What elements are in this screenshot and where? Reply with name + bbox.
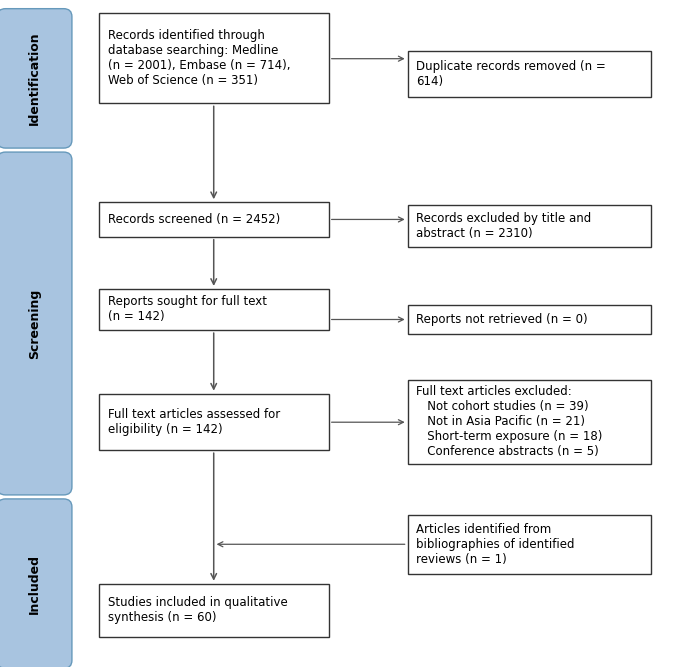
FancyBboxPatch shape: [408, 205, 651, 247]
Text: Articles identified from
bibliographies of identified
reviews (n = 1): Articles identified from bibliographies …: [416, 523, 575, 566]
Text: Records excluded by title and
abstract (n = 2310): Records excluded by title and abstract (…: [416, 212, 592, 239]
FancyBboxPatch shape: [99, 202, 329, 237]
FancyBboxPatch shape: [408, 515, 651, 574]
FancyBboxPatch shape: [408, 51, 651, 97]
Text: Identification: Identification: [28, 31, 41, 125]
FancyBboxPatch shape: [408, 380, 651, 464]
Text: Screening: Screening: [28, 288, 41, 359]
FancyBboxPatch shape: [408, 305, 651, 334]
Text: Reports not retrieved (n = 0): Reports not retrieved (n = 0): [416, 313, 588, 326]
Text: Duplicate records removed (n =
614): Duplicate records removed (n = 614): [416, 60, 606, 88]
Text: Records screened (n = 2452): Records screened (n = 2452): [108, 213, 280, 226]
Text: Records identified through
database searching: Medline
(n = 2001), Embase (n = 7: Records identified through database sear…: [108, 29, 290, 87]
Text: Studies included in qualitative
synthesis (n = 60): Studies included in qualitative synthesi…: [108, 596, 288, 624]
FancyBboxPatch shape: [0, 9, 72, 148]
Text: Reports sought for full text
(n = 142): Reports sought for full text (n = 142): [108, 295, 267, 323]
FancyBboxPatch shape: [99, 289, 329, 330]
FancyBboxPatch shape: [99, 13, 329, 103]
FancyBboxPatch shape: [99, 584, 329, 637]
FancyBboxPatch shape: [99, 394, 329, 450]
FancyBboxPatch shape: [0, 499, 72, 667]
FancyBboxPatch shape: [0, 152, 72, 495]
Text: Included: Included: [28, 554, 41, 614]
Text: Full text articles assessed for
eligibility (n = 142): Full text articles assessed for eligibil…: [108, 408, 280, 436]
Text: Full text articles excluded:
   Not cohort studies (n = 39)
   Not in Asia Pacif: Full text articles excluded: Not cohort …: [416, 386, 603, 458]
